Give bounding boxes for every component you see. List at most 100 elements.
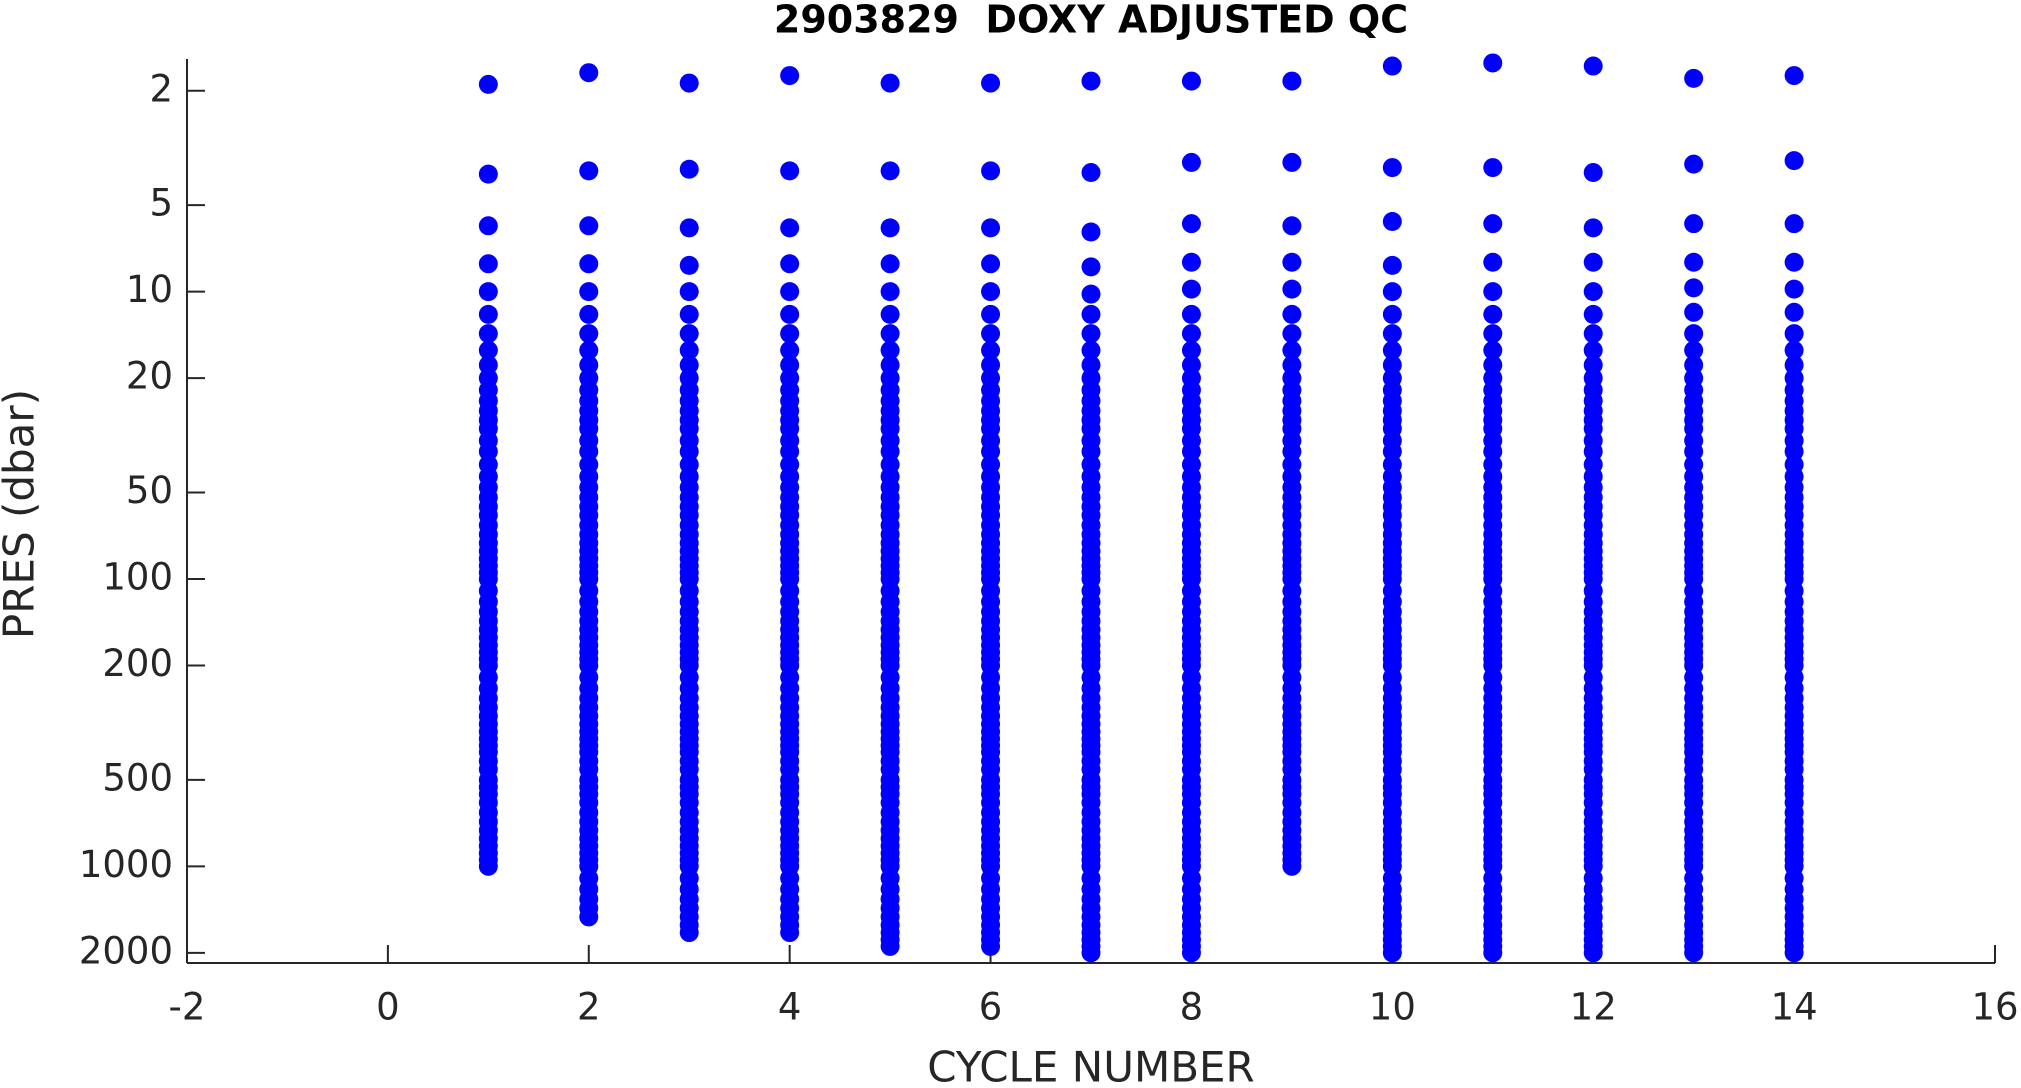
data-point: [1382, 56, 1402, 76]
data-point: [1784, 324, 1804, 344]
data-point: [579, 216, 599, 236]
data-point: [1282, 324, 1302, 344]
data-point: [1784, 151, 1804, 171]
data-point: [981, 340, 1001, 360]
data-point: [579, 304, 599, 324]
data-point: [1583, 252, 1603, 272]
data-point: [981, 73, 1001, 93]
data-point: [679, 255, 699, 275]
data-point: [981, 161, 1001, 181]
data-point: [1181, 279, 1201, 299]
data-point: [679, 304, 699, 324]
data-point: [1583, 163, 1603, 183]
data-point: [1483, 943, 1503, 963]
data-point: [1483, 158, 1503, 178]
data-point: [1382, 340, 1402, 360]
data-point: [1684, 324, 1704, 344]
data-point: [1684, 154, 1704, 174]
y-tick-label: 2000: [79, 929, 173, 972]
data-point: [1282, 279, 1302, 299]
data-point: [1181, 441, 1201, 461]
x-tick-label: -2: [169, 986, 206, 1029]
data-point: [1282, 152, 1302, 172]
data-point: [1081, 340, 1101, 360]
data-point: [880, 254, 900, 274]
data-point: [880, 355, 900, 375]
data-point: [780, 161, 800, 181]
data-point: [1483, 214, 1503, 234]
data-point: [679, 159, 699, 179]
data-point: [1784, 252, 1804, 272]
data-point: [1181, 324, 1201, 344]
data-point: [880, 324, 900, 344]
x-tick-label: 12: [1570, 986, 1617, 1029]
data-point: [1181, 152, 1201, 172]
data-point: [1382, 943, 1402, 963]
data-point: [1081, 257, 1101, 277]
data-point: [1784, 214, 1804, 234]
data-point: [1583, 943, 1603, 963]
data-point: [1282, 355, 1302, 375]
data-point: [1181, 304, 1201, 324]
data-point: [1684, 943, 1704, 963]
data-point: [1282, 216, 1302, 236]
data-point: [1784, 66, 1804, 86]
data-point: [1684, 355, 1704, 375]
data-point: [1382, 441, 1402, 461]
data-point: [1583, 218, 1603, 238]
data-point: [981, 355, 1001, 375]
data-point: [478, 340, 498, 360]
data-point: [1784, 441, 1804, 461]
y-tick-label: 2: [149, 67, 173, 110]
data-point: [579, 441, 599, 461]
data-point: [478, 74, 498, 94]
y-tick-label: 50: [126, 469, 173, 512]
data-point: [1684, 302, 1704, 322]
data-point: [1382, 282, 1402, 302]
data-point: [478, 164, 498, 184]
data-point: [1181, 355, 1201, 375]
data-point: [1483, 304, 1503, 324]
data-point: [780, 340, 800, 360]
data-point: [780, 441, 800, 461]
y-tick-label: 500: [102, 756, 173, 799]
data-point: [679, 355, 699, 375]
y-tick-label: 10: [126, 268, 173, 311]
x-tick-label: 2: [577, 986, 601, 1029]
data-point: [1784, 279, 1804, 299]
data-point: [1081, 163, 1101, 183]
data-point: [1282, 856, 1302, 876]
data-point: [1382, 324, 1402, 344]
data-point: [981, 324, 1001, 344]
y-axis-label: PRES (dbar): [0, 389, 44, 639]
x-tick-label: 6: [979, 986, 1003, 1029]
x-tick-label: 10: [1369, 986, 1416, 1029]
data-point: [981, 282, 1001, 302]
data-point: [579, 907, 599, 927]
data-point: [579, 254, 599, 274]
data-point: [1483, 252, 1503, 272]
data-point: [981, 254, 1001, 274]
data-point: [981, 218, 1001, 238]
data-point: [1181, 252, 1201, 272]
data-point: [1684, 68, 1704, 88]
data-point: [679, 282, 699, 302]
data-point: [1483, 441, 1503, 461]
data-point: [478, 304, 498, 324]
data-point: [579, 161, 599, 181]
data-point: [880, 218, 900, 238]
data-point: [981, 304, 1001, 324]
data-point: [1181, 943, 1201, 963]
data-point: [1081, 441, 1101, 461]
data-point: [679, 340, 699, 360]
data-point: [1483, 282, 1503, 302]
data-point: [478, 856, 498, 876]
data-point: [780, 355, 800, 375]
data-point: [1382, 158, 1402, 178]
y-tick-label: 1000: [79, 843, 173, 886]
data-point: [1684, 214, 1704, 234]
data-point: [1181, 214, 1201, 234]
data-point: [1483, 324, 1503, 344]
y-tick-label: 200: [102, 642, 173, 685]
data-point: [1784, 355, 1804, 375]
